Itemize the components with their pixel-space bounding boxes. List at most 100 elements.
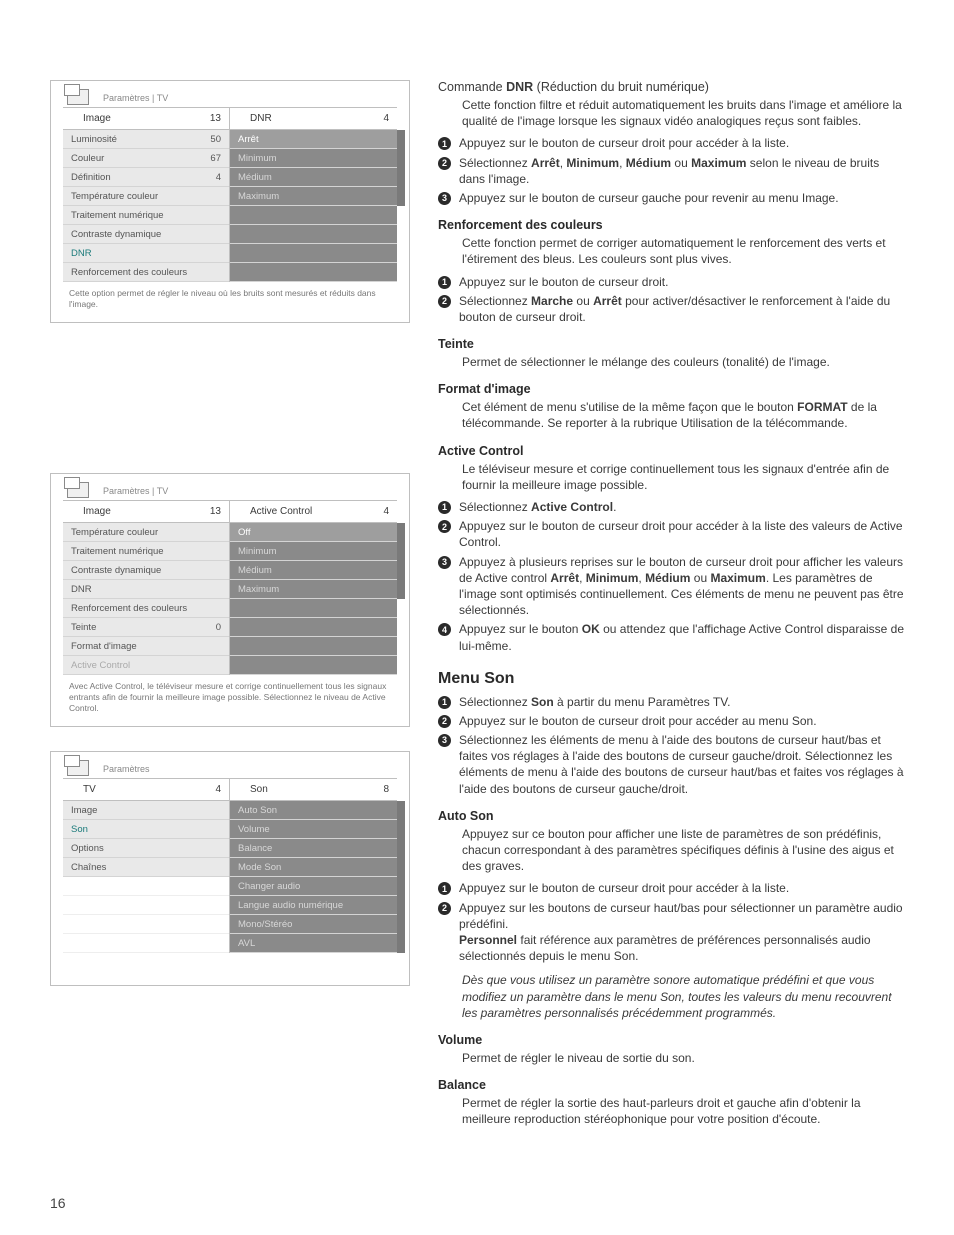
menu-option[interactable]: Mode Son (230, 858, 397, 877)
menu-left-col: Image 13 Luminosité50Couleur67Définition4… (63, 108, 230, 282)
step-num-icon: 3 (438, 556, 451, 569)
step-num-icon: 1 (438, 501, 451, 514)
menu-option[interactable]: Maximum (230, 187, 397, 206)
help-text: Avec Active Control, le téléviseur mesur… (63, 675, 397, 714)
menu-item[interactable]: Définition4 (63, 168, 229, 187)
menu-option[interactable]: Off (230, 523, 397, 542)
menu-item[interactable]: Traitement numérique (63, 542, 229, 561)
col-header-num: 8 (383, 784, 389, 795)
step-text: Appuyez sur le bouton de curseur droit p… (459, 880, 904, 896)
menu-option[interactable]: Auto Son (230, 801, 397, 820)
col-header-label: DNR (250, 113, 272, 124)
menu-option[interactable]: Médium (230, 168, 397, 187)
col-header-num: 13 (210, 506, 221, 517)
heading: Renforcement des couleurs (438, 218, 904, 232)
menu-item[interactable]: Son (63, 820, 229, 839)
menu-item[interactable]: Format d'image (63, 637, 229, 656)
breadcrumb: Paramètres | TV (63, 484, 397, 496)
left-column: Paramètres | TV Image 13 Luminosité50Coul… (50, 80, 410, 1133)
menu-option[interactable]: Minimum (230, 149, 397, 168)
side-tab (397, 523, 405, 599)
menu-option[interactable]: Maximum (230, 580, 397, 599)
menu-panel-son: Paramètres TV4 ImageSonOptionsChaînes So… (50, 751, 410, 986)
step: 3 Appuyez à plusieurs reprises sur le bou… (438, 554, 904, 619)
menu-item[interactable] (63, 934, 229, 953)
menu-item[interactable]: DNR (63, 244, 229, 263)
menu-option[interactable]: Médium (230, 561, 397, 580)
step-text: Appuyez sur les boutons de curseur haut/… (459, 900, 904, 965)
menu-option[interactable]: Mono/Stéréo (230, 915, 397, 934)
step-text: Appuyez sur le bouton de curseur droit p… (459, 135, 904, 151)
col-header-label: Active Control (250, 506, 312, 517)
step-text: Sélectionnez Active Control. (459, 499, 904, 515)
menu-item[interactable]: Active Control (63, 656, 229, 675)
menu-box: Image 13 Luminosité50Couleur67Définition4… (63, 107, 397, 282)
step-num-icon: 2 (438, 520, 451, 533)
col-header-label: Image (83, 506, 111, 517)
menu-item[interactable]: Luminosité50 (63, 130, 229, 149)
step: 3Appuyez sur le bouton de curseur gauche… (438, 190, 904, 206)
step-text: Appuyez sur le bouton de curseur droit p… (459, 713, 904, 729)
step-text: Sélectionnez Son à partir du menu Paramè… (459, 694, 904, 710)
menu-item[interactable] (63, 896, 229, 915)
menu-item[interactable]: Température couleur (63, 187, 229, 206)
step-num-icon: 2 (438, 715, 451, 728)
col-header-right: Son8 (230, 779, 397, 801)
menu-right-col: DNR 4 ArrêtMinimumMédiumMaximum (230, 108, 397, 282)
menu-item[interactable]: Contraste dynamique (63, 225, 229, 244)
menu-item[interactable]: Teinte0 (63, 618, 229, 637)
col-header-left: TV4 (63, 779, 229, 801)
step: 1Appuyez sur le bouton de curseur droit … (438, 880, 904, 896)
breadcrumb: Paramètres | TV (63, 91, 397, 103)
help-text (63, 953, 397, 973)
col-header-label: Image (83, 113, 111, 124)
step-text: Appuyez à plusieurs reprises sur le bout… (459, 554, 904, 619)
menu-option (230, 637, 397, 656)
menu-option[interactable]: AVL (230, 934, 397, 953)
col-header-num: 13 (210, 113, 221, 124)
menu-item[interactable]: Température couleur (63, 523, 229, 542)
menu-option[interactable]: Volume (230, 820, 397, 839)
menu-item[interactable]: Couleur67 (63, 149, 229, 168)
col-header-num: 4 (383, 113, 389, 124)
menu-item[interactable]: Image (63, 801, 229, 820)
step: 1 Sélectionnez Son à partir du menu Param… (438, 694, 904, 710)
menu-option[interactable]: Balance (230, 839, 397, 858)
menu-option[interactable]: Arrêt (230, 130, 397, 149)
note-text: Dès que vous utilisez un paramètre sonor… (438, 972, 904, 1021)
menu-item[interactable] (63, 915, 229, 934)
side-tab (397, 801, 405, 953)
col-header-num: 4 (215, 784, 221, 795)
menu-option (230, 244, 397, 263)
body-text: Cette fonction permet de corriger automa… (438, 235, 904, 267)
menu-item[interactable]: Renforcement des couleurs (63, 599, 229, 618)
menu-option[interactable]: Changer audio (230, 877, 397, 896)
menu-item[interactable]: Traitement numérique (63, 206, 229, 225)
menu-option (230, 206, 397, 225)
section-heading: Menu Son (438, 670, 904, 688)
step: 1Appuyez sur le bouton de curseur droit … (438, 135, 904, 151)
menu-item[interactable]: Chaînes (63, 858, 229, 877)
menu-option[interactable]: Minimum (230, 542, 397, 561)
step-num-icon: 1 (438, 696, 451, 709)
menu-item[interactable]: Contraste dynamique (63, 561, 229, 580)
step: 2Appuyez sur les boutons de curseur haut… (438, 900, 904, 965)
right-column: Commande DNR (Réduction du bruit numériq… (410, 80, 904, 1133)
body-text: Appuyez sur ce bouton pour afficher une … (438, 826, 904, 875)
menu-item[interactable]: Options (63, 839, 229, 858)
menu-item[interactable]: DNR (63, 580, 229, 599)
folder-icon (67, 760, 89, 776)
menu-right-col: Active Control4 OffMinimumMédiumMaximum (230, 501, 397, 675)
folder-icon (67, 482, 89, 498)
breadcrumb: Paramètres (63, 762, 397, 774)
col-header-right: Active Control4 (230, 501, 397, 523)
heading: Active Control (438, 444, 904, 458)
menu-item[interactable] (63, 877, 229, 896)
menu-option (230, 263, 397, 282)
step: 2Sélectionnez Arrêt, Minimum, Médium ou … (438, 155, 904, 187)
body-text: Permet de régler la sortie des haut-parl… (438, 1095, 904, 1127)
menu-option[interactable]: Langue audio numérique (230, 896, 397, 915)
step-text: Appuyez sur le bouton de curseur droit p… (459, 518, 904, 550)
menu-item[interactable]: Renforcement des couleurs (63, 263, 229, 282)
step-text: Appuyez sur le bouton OK ou attendez que… (459, 621, 904, 653)
